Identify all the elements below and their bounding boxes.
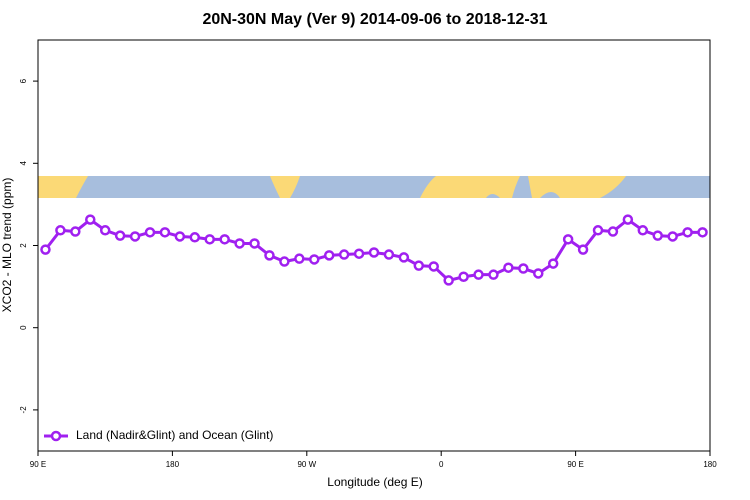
land: [270, 176, 300, 198]
data-point: [70, 226, 81, 237]
data-point: [353, 248, 365, 259]
plot-frame: [37, 39, 711, 452]
data-point: [40, 244, 51, 255]
data-point: [607, 226, 619, 237]
y-tick-label: 2: [19, 243, 28, 248]
data-point: [144, 227, 156, 238]
data-point: [637, 225, 649, 236]
data-point: [547, 258, 559, 269]
data-point: [592, 225, 604, 236]
data-point: [55, 225, 66, 236]
data-point: [413, 260, 425, 271]
data-point: [159, 227, 171, 238]
x-tick-label: 90 E: [30, 460, 46, 469]
y-tick-label: 0: [19, 325, 28, 330]
data-point: [428, 261, 439, 272]
data-point: [309, 254, 320, 265]
x-tick-label: 90 W: [297, 460, 316, 469]
data-point: [622, 214, 634, 225]
data-point: [174, 231, 186, 242]
data-point: [204, 234, 215, 245]
data-point: [458, 271, 469, 282]
map-strip: [38, 176, 710, 198]
data-point: [234, 238, 245, 249]
data-point: [85, 214, 96, 225]
data-point: [503, 262, 514, 273]
data-point: [473, 269, 484, 280]
data-point: [264, 250, 275, 261]
x-tick-label: 90 E: [567, 460, 583, 469]
data-point: [697, 227, 708, 238]
land: [528, 176, 626, 198]
data-point: [114, 230, 126, 241]
legend-marker: [50, 430, 62, 442]
y-tick-label: 4: [19, 161, 28, 166]
x-tick-label: 0: [439, 460, 444, 469]
legend-label: Land (Nadir&Glint) and Ocean (Glint): [76, 428, 273, 442]
data-point: [667, 231, 678, 242]
data-point: [279, 256, 290, 267]
data-point: [99, 225, 111, 236]
data-point: [249, 238, 260, 249]
y-axis-label: XCO2 - MLO trend (ppm): [0, 178, 14, 313]
data-point: [219, 234, 230, 245]
y-tick-label: -2: [19, 406, 28, 414]
data-point: [682, 227, 693, 238]
data-point: [652, 230, 663, 241]
x-tick-label: 180: [166, 460, 180, 469]
data-point: [533, 268, 544, 279]
x-tick-label: 180: [703, 460, 717, 469]
land: [420, 176, 520, 198]
data-point: [562, 234, 574, 245]
data-point: [189, 232, 201, 243]
data-point: [443, 275, 454, 286]
x-axis-label: Longitude (deg E): [327, 475, 422, 489]
data-point: [368, 247, 380, 258]
data-point: [294, 253, 305, 264]
data-point: [323, 250, 335, 261]
data-point: [488, 269, 499, 280]
y-tick-label: 6: [19, 78, 28, 83]
data-point: [398, 252, 410, 263]
data-point: [129, 231, 141, 242]
chart-title: 20N-30N May (Ver 9) 2014-09-06 to 2018-1…: [202, 11, 547, 28]
land: [38, 176, 88, 198]
data-point: [383, 249, 395, 260]
data-point: [577, 244, 589, 255]
data-point: [338, 249, 350, 260]
data-point: [518, 263, 529, 274]
